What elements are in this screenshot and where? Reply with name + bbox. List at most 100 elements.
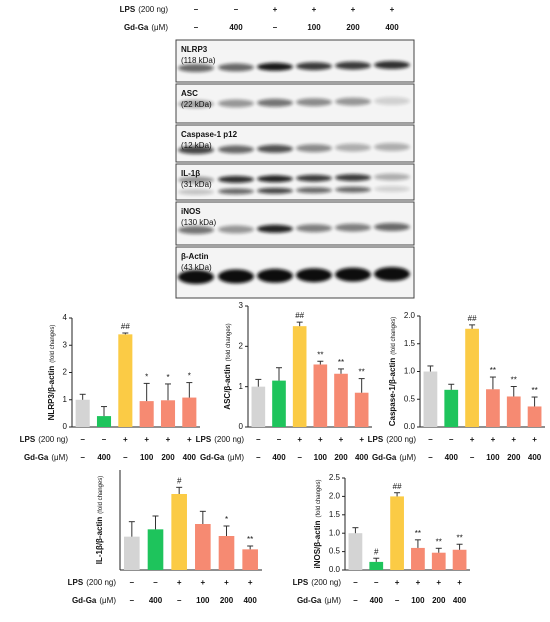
condition-value: 400 (385, 23, 399, 32)
y-tick-label: 2.5 (329, 473, 341, 482)
condition-label-unit: (μM) (151, 23, 168, 32)
condition-value: + (395, 578, 400, 587)
blot-band (257, 175, 293, 183)
blot-band (296, 174, 332, 182)
panel-size: (12 kDa) (181, 141, 212, 150)
panel-size: (118 kDa) (181, 56, 216, 65)
condition-value: 400 (149, 596, 163, 605)
condition-value: + (390, 5, 395, 14)
y-tick-label: 1.0 (404, 367, 416, 376)
condition-label: Gd-Ga (μM) (372, 453, 416, 462)
significance-label: * (225, 515, 228, 524)
condition-label-unit: (200 ng) (138, 5, 168, 14)
blot-band (335, 174, 371, 182)
blot-band (257, 144, 293, 153)
condition-label-unit: (μM) (399, 453, 416, 462)
blot-panel (175, 201, 415, 246)
blot-band (218, 269, 254, 284)
significance-label: * (188, 372, 191, 381)
y-tick-label: 1 (63, 395, 68, 404)
condition-label-unit: (200 ng) (214, 435, 244, 444)
blot-band (218, 99, 254, 108)
blot-panel (175, 83, 415, 124)
y-axis-label-name: IL-1β/β-actin (95, 517, 104, 565)
condition-label-unit: (200 ng) (386, 435, 416, 444)
bar (147, 529, 164, 570)
condition-value: + (123, 435, 128, 444)
condition-value: + (144, 435, 149, 444)
condition-label-name: Gd-Ga (297, 596, 322, 605)
bar-chart: IL-1β/β-actin(fold changes) #***LPS (200 n… (68, 470, 262, 605)
condition-value: + (312, 5, 317, 14)
condition-value: – (470, 453, 475, 462)
bar-chart: 0.0 0.5 1.0 1.5 2.0 2.5 iNOS/β-actin (fold chan… (293, 473, 470, 605)
y-tick-label: 0.0 (329, 565, 341, 574)
blot-band (178, 100, 214, 108)
y-tick-label: 0 (239, 422, 244, 431)
bar (444, 389, 459, 427)
y-axis-label-name: Caspase-1/β-actin (388, 358, 397, 427)
blot-band (218, 175, 254, 183)
condition-value: + (166, 435, 171, 444)
condition-label-name: LPS (20, 435, 36, 444)
condition-value: + (491, 435, 496, 444)
y-axis-label: iNOS/β-actin (fold changes) (313, 479, 322, 568)
condition-value: 200 (346, 23, 360, 32)
significance-label: * (145, 373, 148, 382)
blot-band (296, 144, 332, 153)
bar (334, 373, 348, 427)
condition-value: 100 (140, 453, 154, 462)
y-axis-label: ASC/β-actin (fold changes) (223, 323, 232, 409)
condition-value: 400 (453, 596, 467, 605)
y-tick-label: 1.0 (329, 528, 341, 537)
condition-value: 100 (314, 453, 328, 462)
condition-value: 400 (243, 596, 257, 605)
blot-band (296, 62, 332, 71)
y-axis-label: NLRP3/β-actin (fold changes) (47, 325, 56, 421)
blot-band (178, 270, 214, 284)
condition-label-unit: (μM) (324, 596, 341, 605)
bar (182, 397, 197, 427)
bar (313, 364, 328, 427)
bar (390, 496, 404, 570)
y-tick-label: 0.5 (329, 547, 341, 556)
condition-value: – (449, 435, 454, 444)
panel-name: iNOS (181, 207, 201, 216)
condition-label-name: LPS (196, 435, 212, 444)
blot-band (257, 224, 293, 233)
bar (486, 389, 500, 427)
panel-name: ASC (181, 89, 198, 98)
bar-chart: 0.0 0.5 1.0 1.5 2.0 Caspase-1/β-actin (fold ch… (368, 311, 545, 462)
condition-label-name: Gd-Ga (372, 453, 397, 462)
y-axis-label-unit: (fold changes) (226, 323, 232, 361)
y-tick-label: 3 (239, 301, 244, 310)
blot-band (335, 186, 371, 193)
bar (452, 549, 467, 570)
y-axis-label-unit: (fold changes) (316, 479, 322, 517)
condition-label-name: LPS (293, 578, 309, 587)
condition-value: 100 (486, 453, 500, 462)
blot-band (296, 98, 332, 107)
condition-value: – (80, 435, 85, 444)
significance-label: ** (511, 376, 517, 385)
blot-band (335, 143, 371, 152)
y-axis-label-name: ASC/β-actin (223, 364, 232, 409)
bar (96, 416, 112, 427)
condition-value: – (194, 5, 199, 14)
significance-label: ## (468, 314, 477, 323)
y-axis-label-unit: (fold changes) (98, 476, 104, 514)
blot-band (335, 61, 371, 70)
condition-value: + (511, 435, 516, 444)
significance-label: ** (359, 368, 365, 377)
bar (292, 326, 307, 427)
significance-label: ** (436, 537, 442, 546)
panel-name: NLRP3 (181, 45, 208, 54)
condition-label: Gd-Ga (μM) (24, 453, 68, 462)
condition-value: – (273, 23, 278, 32)
condition-value: – (277, 435, 282, 444)
y-tick-label: 1 (239, 382, 244, 391)
condition-value: + (187, 435, 192, 444)
bar-chart: 0 1 2 3 4 NLRP3/β-actin (fold changes) ## * * * LPS… (20, 313, 200, 462)
blot-panel (175, 39, 415, 83)
